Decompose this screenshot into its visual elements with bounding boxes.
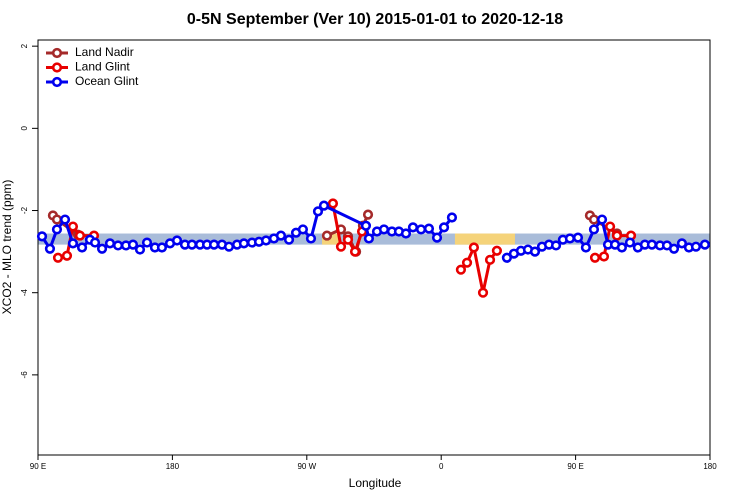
data-point <box>699 239 711 250</box>
data-point <box>36 231 48 242</box>
data-point <box>616 242 627 253</box>
y-tick-label: -4 <box>20 289 29 297</box>
data-point <box>59 214 71 225</box>
data-point <box>335 241 347 252</box>
legend-marker <box>51 76 63 88</box>
data-point <box>484 254 496 265</box>
plot-frame <box>37 39 711 456</box>
data-point <box>431 232 443 243</box>
data-point <box>438 222 450 233</box>
data-point <box>491 245 503 256</box>
y-axis-label: XCO2 - MLO trend (ppm) <box>0 180 14 315</box>
data-point <box>468 242 480 253</box>
y-tick-label: 2 <box>20 43 29 48</box>
x-tick-label: 90 E <box>30 462 46 471</box>
y-tick-label: -2 <box>20 206 29 214</box>
data-point <box>74 230 86 241</box>
data-point <box>327 198 339 209</box>
data-point <box>67 238 79 249</box>
data-point <box>501 252 513 263</box>
data-point <box>156 242 168 253</box>
data-point <box>588 214 600 225</box>
data-point <box>89 237 101 248</box>
data-point <box>61 250 73 261</box>
data-point <box>318 200 330 211</box>
data-point <box>297 224 309 235</box>
data-point <box>646 239 658 250</box>
data-point <box>446 212 458 223</box>
data-point <box>596 214 608 225</box>
data-point <box>96 243 108 254</box>
data-point <box>362 209 374 220</box>
data-point <box>260 235 272 246</box>
data-point <box>611 230 623 241</box>
data-point <box>342 234 354 245</box>
data-point <box>134 244 146 255</box>
band <box>322 233 340 245</box>
data-point <box>67 221 79 232</box>
legend-marker <box>51 47 63 59</box>
data-point <box>321 230 333 241</box>
data-point <box>400 228 412 239</box>
band <box>38 233 710 245</box>
x-axis-label: Longitude <box>349 476 402 490</box>
data-point <box>668 243 680 254</box>
legend-label: Land Glint <box>75 60 130 74</box>
data-point <box>51 214 63 225</box>
x-tick-label: 0 <box>439 462 444 471</box>
data-point <box>529 246 541 257</box>
data-point <box>44 243 56 254</box>
data-point <box>349 246 361 257</box>
data-point <box>580 242 592 253</box>
data-point <box>589 252 601 263</box>
legend-label: Ocean Glint <box>75 74 139 88</box>
data-point <box>171 235 183 246</box>
data-point <box>223 241 235 252</box>
data-point <box>208 239 220 250</box>
data-point <box>112 240 124 251</box>
data-point <box>378 224 390 235</box>
x-tick-label: 180 <box>166 462 180 471</box>
data-point <box>455 264 467 275</box>
x-tick-label: 180 <box>703 462 717 471</box>
data-point <box>360 220 372 231</box>
data-point <box>588 224 600 235</box>
legend-label: Land Nadir <box>75 45 134 59</box>
x-tick-label: 90 E <box>567 462 583 471</box>
data-point <box>477 287 489 298</box>
data-point <box>572 232 584 243</box>
y-tick-label: 0 <box>20 126 29 131</box>
y-tick-label: -6 <box>20 371 29 379</box>
data-point <box>305 233 317 244</box>
legend-marker <box>51 62 63 73</box>
x-tick-label: 90 W <box>297 462 316 471</box>
data-point <box>51 224 63 235</box>
data-point <box>564 233 576 244</box>
data-point <box>275 230 287 241</box>
data-point <box>104 238 116 249</box>
data-point <box>461 257 473 268</box>
data-point <box>52 252 64 263</box>
data-point <box>676 238 688 249</box>
data-point <box>312 206 324 217</box>
data-point <box>604 221 616 232</box>
data-point <box>624 237 636 248</box>
data-point <box>186 239 198 250</box>
data-point <box>76 242 88 253</box>
data-point <box>363 233 375 244</box>
data-point <box>598 251 610 262</box>
data-point <box>415 224 427 235</box>
data-point <box>238 238 250 249</box>
data-point <box>550 240 562 251</box>
data-point <box>141 237 153 248</box>
chart-title: 0-5N September (Ver 10) 2015-01-01 to 20… <box>187 11 563 28</box>
data-point <box>690 241 702 252</box>
data-point <box>407 222 419 233</box>
data-point <box>283 234 295 245</box>
band <box>454 233 515 245</box>
data-point <box>127 239 139 250</box>
data-point <box>423 223 435 234</box>
